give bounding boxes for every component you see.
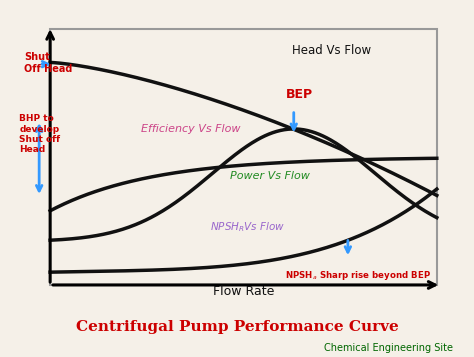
Text: Flow Rate: Flow Rate xyxy=(213,285,274,298)
Text: Centrifugal Pump Performance Curve: Centrifugal Pump Performance Curve xyxy=(76,320,398,334)
Text: Head Vs Flow: Head Vs Flow xyxy=(292,44,371,57)
Bar xyxy=(50,29,437,285)
Text: BEP: BEP xyxy=(286,88,313,101)
Text: Power Vs Flow: Power Vs Flow xyxy=(230,171,310,181)
Text: NPSH$_a$ Sharp rise beyond BEP: NPSH$_a$ Sharp rise beyond BEP xyxy=(285,268,431,282)
Text: Efficiency Vs Flow: Efficiency Vs Flow xyxy=(141,124,240,134)
Text: Shut
Off Head: Shut Off Head xyxy=(24,52,72,74)
Text: Chemical Engineering Site: Chemical Engineering Site xyxy=(324,343,453,353)
Text: BHP to
develop
Shut off
Head: BHP to develop Shut off Head xyxy=(19,114,61,155)
Text: NPSH$_R$Vs Flow: NPSH$_R$Vs Flow xyxy=(210,220,285,233)
